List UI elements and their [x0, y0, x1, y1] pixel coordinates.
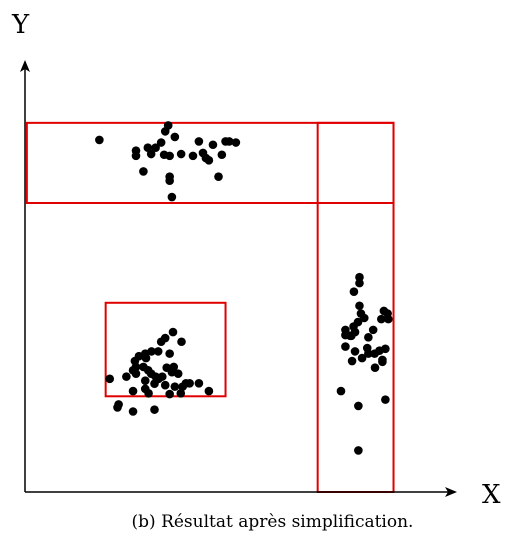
data-point: [377, 314, 386, 324]
data-point: [122, 372, 131, 381]
data-point: [384, 314, 393, 324]
data-point: [364, 349, 373, 358]
data-point: [194, 137, 204, 146]
data-point: [370, 363, 380, 373]
x-axis-label: X: [482, 480, 501, 510]
data-point: [208, 140, 218, 150]
data-point: [156, 138, 166, 147]
data-point: [194, 378, 204, 388]
data-point: [355, 272, 364, 282]
data-points: [95, 121, 393, 455]
data-point: [381, 395, 390, 404]
data-point: [147, 347, 156, 356]
data-point: [214, 172, 223, 181]
data-point: [357, 353, 367, 363]
data-point: [354, 401, 363, 411]
data-point: [176, 149, 186, 159]
data-point: [146, 149, 156, 159]
data-point: [170, 382, 180, 391]
data-point: [368, 325, 378, 335]
y-axis-label: Y: [12, 10, 30, 40]
data-point: [163, 121, 173, 130]
data-point: [378, 357, 387, 367]
data-point: [114, 400, 123, 409]
data-point: [143, 143, 153, 153]
data-point: [185, 378, 194, 388]
data-point: [128, 386, 138, 396]
data-point: [128, 407, 138, 416]
data-point: [167, 367, 177, 377]
data-point: [224, 137, 234, 146]
data-point: [105, 374, 115, 384]
data-point: [170, 132, 180, 142]
data-point: [139, 167, 148, 176]
data-point: [131, 369, 141, 378]
data-point: [160, 380, 170, 390]
data-point: [355, 278, 364, 288]
data-point: [167, 192, 177, 202]
cluster-boxes: [25, 121, 395, 493]
data-point: [141, 353, 151, 363]
data-point: [151, 143, 160, 153]
data-point: [165, 176, 174, 186]
data-point: [354, 446, 363, 455]
data-point: [364, 332, 373, 342]
data-point: [204, 386, 214, 396]
data-point: [153, 347, 163, 356]
data-point: [165, 389, 174, 399]
data-point: [140, 384, 150, 394]
figure-caption: (b) Résultat après simplification.: [131, 512, 414, 532]
data-point: [341, 342, 350, 351]
data-point: [177, 337, 186, 347]
data-point: [359, 313, 369, 323]
data-point: [150, 379, 159, 388]
data-point: [168, 327, 178, 337]
data-point: [347, 356, 357, 366]
data-point: [165, 349, 174, 358]
data-point: [131, 146, 141, 155]
data-point: [350, 347, 360, 356]
data-point: [150, 405, 159, 414]
data-point: [355, 301, 364, 311]
data-point: [217, 150, 227, 160]
data-point: [349, 287, 359, 296]
data-point: [347, 331, 356, 341]
data-point: [188, 151, 198, 161]
data-point: [381, 344, 390, 354]
data-point: [140, 376, 150, 386]
data-point: [231, 138, 241, 147]
data-point: [156, 337, 166, 347]
data-point: [336, 386, 346, 396]
data-point: [95, 135, 104, 145]
data-point: [201, 153, 211, 163]
data-point: [178, 382, 187, 391]
data-point: [176, 389, 186, 398]
cluster-box-3: [104, 301, 227, 398]
data-point: [165, 151, 174, 161]
